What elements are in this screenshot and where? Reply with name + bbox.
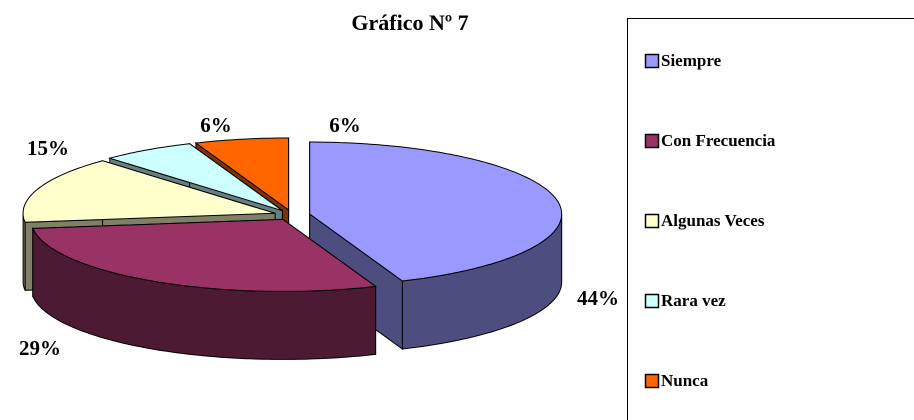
legend-swatch [644,53,660,69]
legend-label: Algunas Veces [661,211,765,230]
data-label: 6% [329,113,361,137]
legend-swatch [644,373,660,389]
legend-label: Nunca [661,371,709,390]
legend-label: Rara vez [661,291,726,310]
slice-side [22,213,26,291]
slice [31,218,377,292]
legend-box [627,18,914,420]
legend-swatch [644,133,660,149]
data-label: 15% [27,136,69,160]
legend-swatch [644,293,660,309]
slice [22,160,276,223]
chart-title: Gráfico Nº 7 [351,10,468,35]
slice [107,143,283,212]
slice [309,141,563,282]
legend-label: Con Frecuencia [661,131,776,150]
data-label: 29% [19,336,61,360]
data-label: 44% [577,286,619,310]
data-label: 6% [200,113,232,137]
legend-swatch [644,213,660,229]
slice [194,137,290,211]
legend-label: Siempre [661,51,722,70]
